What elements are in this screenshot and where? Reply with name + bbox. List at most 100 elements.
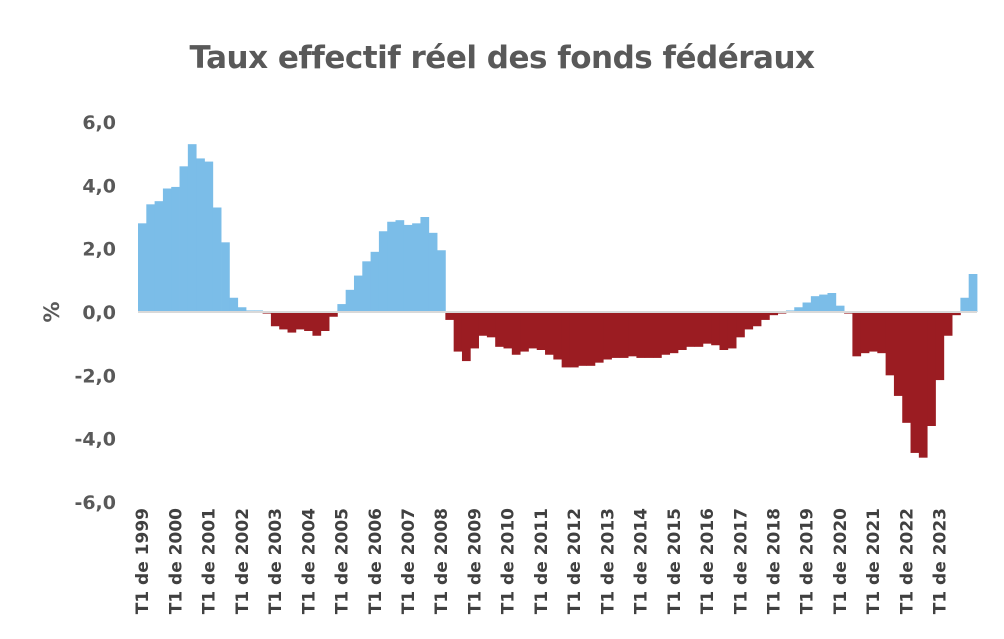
bar xyxy=(553,312,563,360)
bar xyxy=(594,312,604,363)
bar xyxy=(162,188,172,312)
bar xyxy=(869,312,878,352)
x-tick-label: T1 de 2022 xyxy=(897,508,917,614)
bar xyxy=(852,312,862,357)
bar xyxy=(536,312,546,350)
x-tick-label: T1 de 1999 xyxy=(133,508,153,614)
bar xyxy=(960,297,970,312)
bar xyxy=(619,312,629,358)
bar xyxy=(711,312,720,346)
bar xyxy=(586,312,596,366)
bar xyxy=(478,312,488,336)
y-tick-label: 2,0 xyxy=(82,239,116,261)
bar xyxy=(362,261,371,312)
bar xyxy=(736,312,745,338)
x-tick-label: T1 de 2014 xyxy=(632,508,652,614)
x-tick-label: T1 de 2016 xyxy=(698,508,718,614)
y-tick-label: -6,0 xyxy=(74,492,116,514)
bar xyxy=(628,312,637,357)
bar xyxy=(470,312,479,349)
bar xyxy=(810,296,820,312)
x-tick-label: T1 de 2000 xyxy=(166,508,186,614)
bar xyxy=(295,312,305,330)
bar xyxy=(653,312,662,358)
y-axis-label-group: % xyxy=(40,301,64,322)
bar xyxy=(669,312,679,354)
bar xyxy=(503,312,513,349)
bar xyxy=(827,293,837,312)
x-tick-label: T1 de 2015 xyxy=(665,508,685,614)
bar xyxy=(769,312,779,316)
bar xyxy=(545,312,554,355)
x-tick-label: T1 de 2019 xyxy=(798,508,818,614)
bar xyxy=(902,312,911,423)
bar xyxy=(636,312,646,358)
bar xyxy=(453,312,463,352)
bar xyxy=(229,297,239,312)
bar xyxy=(893,312,903,396)
bar xyxy=(138,223,147,312)
bar xyxy=(885,312,895,376)
bar xyxy=(146,204,156,312)
y-tick-label: 4,0 xyxy=(82,175,116,197)
x-tick-label: T1 de 2001 xyxy=(200,508,220,614)
x-tick-label: T1 de 2011 xyxy=(532,508,552,614)
bars xyxy=(138,144,978,458)
bar xyxy=(403,224,413,312)
bar xyxy=(968,274,978,312)
bar xyxy=(337,304,347,312)
y-tick-label: -2,0 xyxy=(74,365,116,387)
bar xyxy=(486,312,496,338)
y-axis-label: % xyxy=(40,301,64,322)
bar xyxy=(461,312,471,362)
bar xyxy=(694,312,704,347)
bar xyxy=(204,161,214,312)
bar xyxy=(702,312,712,344)
x-tick-label: T1 de 2007 xyxy=(399,508,419,614)
bar xyxy=(387,221,396,312)
bar xyxy=(611,312,621,358)
bar xyxy=(561,312,571,368)
bar xyxy=(644,312,654,358)
bar xyxy=(727,312,737,349)
bar xyxy=(395,220,405,312)
bar xyxy=(752,312,762,327)
bar xyxy=(437,250,446,312)
x-tick-label: T1 de 2012 xyxy=(565,508,585,614)
bar xyxy=(154,201,164,312)
bar xyxy=(952,312,961,316)
bar xyxy=(860,312,870,354)
bar xyxy=(569,312,579,368)
bar xyxy=(196,158,205,312)
bar xyxy=(221,242,230,312)
bar xyxy=(935,312,945,381)
bar xyxy=(744,312,754,330)
x-tick-label: T1 de 2021 xyxy=(864,508,884,614)
bar xyxy=(345,289,355,312)
x-tick-label: T1 de 2003 xyxy=(266,508,286,614)
bar xyxy=(412,223,421,312)
bar xyxy=(312,312,322,336)
bar xyxy=(661,312,671,355)
x-tick-label: T1 de 2008 xyxy=(432,508,452,614)
x-tick-label: T1 de 2010 xyxy=(499,508,519,614)
x-tick-label: T1 de 2017 xyxy=(731,508,751,614)
x-tick-label: T1 de 2006 xyxy=(366,508,386,614)
bar xyxy=(304,312,313,331)
x-tick-label: T1 de 2004 xyxy=(299,508,319,614)
bar xyxy=(237,307,247,312)
bar xyxy=(677,312,687,350)
bar xyxy=(287,312,297,333)
bar xyxy=(445,312,455,320)
bar xyxy=(378,231,388,312)
bar xyxy=(179,166,189,312)
bar xyxy=(520,312,529,352)
bar xyxy=(370,251,380,312)
bar xyxy=(603,312,612,360)
x-tick-label: T1 de 2013 xyxy=(598,508,618,614)
bar xyxy=(918,312,928,458)
bar xyxy=(329,312,338,317)
y-tick-label: 0,0 xyxy=(82,302,116,324)
x-tick-label: T1 de 2005 xyxy=(333,508,353,614)
y-axis-ticks: 6,0 4,0 2,0 0,0 -2,0 -4,0 -6,0 xyxy=(74,112,116,514)
